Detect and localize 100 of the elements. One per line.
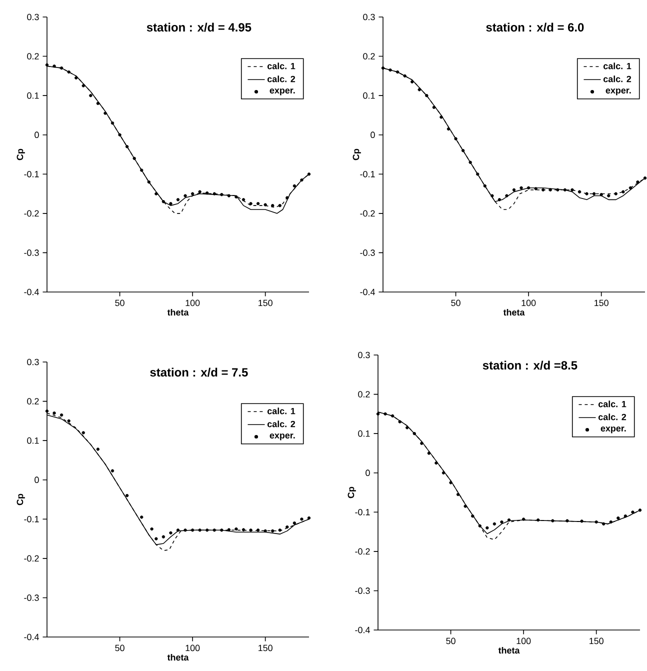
point <box>456 492 460 496</box>
y-tick-label: 0.1 <box>363 92 375 99</box>
point <box>631 510 634 514</box>
point <box>264 203 267 206</box>
point <box>198 528 202 532</box>
y-tick-label: 0.2 <box>27 53 39 60</box>
y-tick-label: 0.3 <box>358 352 370 358</box>
point <box>376 412 380 416</box>
point <box>264 529 267 533</box>
point <box>184 528 187 532</box>
point <box>616 516 620 520</box>
y-axis-title: Cp <box>16 148 25 160</box>
point <box>432 106 436 109</box>
point <box>638 508 642 512</box>
legend-label: calc. 2 <box>603 76 632 82</box>
point <box>45 63 49 67</box>
point <box>592 192 596 196</box>
point <box>198 190 202 194</box>
point <box>410 80 414 84</box>
point <box>147 180 150 184</box>
x-tick-label: 50 <box>115 644 124 652</box>
y-tick-label: -0.3 <box>360 250 375 256</box>
y-tick-label: 0.2 <box>358 391 370 398</box>
point <box>227 528 231 532</box>
y-axis-title: Cp <box>352 148 361 160</box>
point <box>403 74 406 78</box>
y-tick-label: -0.2 <box>24 555 39 562</box>
y-tick-label: 0.1 <box>27 92 39 99</box>
point <box>622 190 625 194</box>
point <box>74 76 78 80</box>
point <box>507 518 511 522</box>
point <box>118 133 122 136</box>
point <box>607 194 610 198</box>
legend-label: calc. 2 <box>267 76 296 82</box>
point <box>425 94 428 98</box>
point <box>492 522 496 526</box>
y-tick-label: 0.2 <box>363 53 375 60</box>
y-tick-label: -0.4 <box>24 634 39 640</box>
point <box>242 198 246 202</box>
point <box>449 481 452 484</box>
x-tick-label: 50 <box>451 300 460 306</box>
y-tick-label: -0.4 <box>355 626 370 634</box>
point <box>292 521 296 525</box>
point <box>140 168 144 172</box>
point <box>398 420 402 424</box>
point <box>110 469 114 472</box>
point <box>110 121 114 125</box>
x-axis-title: theta <box>167 654 189 661</box>
point <box>292 184 296 188</box>
point <box>220 528 224 532</box>
legend-label: calc. 1 <box>267 62 296 70</box>
point <box>150 527 154 531</box>
point <box>140 516 144 519</box>
point <box>300 518 304 521</box>
point <box>271 204 274 208</box>
y-tick-label: -0.4 <box>360 288 375 296</box>
y-tick-label: 0.3 <box>363 14 375 20</box>
y-tick-label: -0.1 <box>355 508 370 516</box>
point <box>190 528 194 532</box>
point <box>526 186 530 190</box>
point <box>256 202 260 206</box>
x-tick-label: 100 <box>522 300 536 306</box>
point <box>125 145 129 148</box>
point <box>446 127 450 131</box>
point <box>384 412 387 416</box>
point <box>52 411 56 415</box>
x-tick-label: 100 <box>516 638 531 644</box>
x-axis-title: theta <box>498 646 520 654</box>
point <box>551 519 554 522</box>
point <box>512 188 516 192</box>
x-axis-title: theta <box>503 308 525 316</box>
point <box>176 528 180 532</box>
legend-label: exper. <box>270 88 295 96</box>
y-axis-title: Cp <box>348 486 356 498</box>
point <box>104 112 107 115</box>
point <box>548 188 552 192</box>
point <box>600 192 603 196</box>
y-tick-label: -0.2 <box>360 210 375 217</box>
point <box>234 527 238 531</box>
y-tick-label: 0.2 <box>27 398 39 404</box>
point <box>490 194 494 198</box>
x-tick-label: 50 <box>115 300 124 306</box>
point <box>52 64 56 68</box>
x-tick-label: 50 <box>446 638 456 644</box>
point <box>169 202 172 206</box>
point <box>67 419 70 423</box>
y-tick-label: -0.3 <box>355 588 370 594</box>
y-tick-label: -0.1 <box>24 170 39 178</box>
legend-label: calc. 1 <box>603 62 632 70</box>
point <box>563 188 567 192</box>
point <box>434 461 438 465</box>
legend-label: calc. 2 <box>267 420 296 428</box>
point <box>206 191 209 195</box>
chart-title: station : x/d = 4.95 <box>146 22 252 32</box>
chart-title: station : x/d = 7.5 <box>150 368 248 377</box>
legend-label: exper. <box>606 88 631 96</box>
point <box>162 200 166 204</box>
x-tick-label: 150 <box>590 638 604 644</box>
point <box>412 432 416 436</box>
point <box>440 116 443 119</box>
